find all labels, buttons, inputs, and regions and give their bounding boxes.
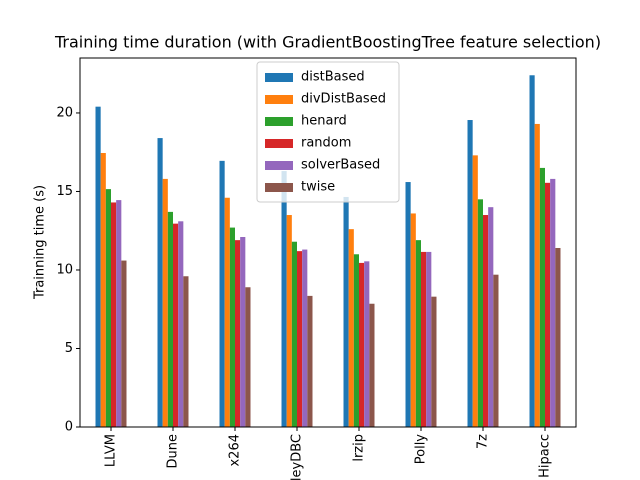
bar bbox=[162, 178, 168, 427]
bar bbox=[343, 196, 349, 427]
bars bbox=[95, 75, 561, 428]
x-tick-label: BerkeleyDBC bbox=[290, 434, 305, 480]
bar bbox=[369, 303, 375, 427]
bar bbox=[555, 247, 561, 427]
bar bbox=[493, 274, 499, 427]
bar bbox=[307, 295, 313, 427]
bar bbox=[245, 287, 251, 427]
bar bbox=[219, 160, 225, 427]
bar bbox=[421, 251, 427, 427]
bar bbox=[105, 189, 111, 427]
y-tick-label: 20 bbox=[56, 105, 73, 120]
x-tick-label: 7z bbox=[476, 434, 491, 449]
bar bbox=[229, 227, 235, 427]
bar bbox=[95, 106, 101, 427]
bar bbox=[415, 240, 421, 427]
bar bbox=[286, 215, 292, 427]
bar bbox=[121, 260, 127, 427]
bar bbox=[297, 251, 303, 427]
bar bbox=[353, 254, 359, 427]
bar bbox=[477, 199, 483, 427]
legend-swatch bbox=[265, 183, 293, 192]
bar bbox=[240, 237, 246, 427]
bar bbox=[550, 178, 556, 427]
bar bbox=[157, 138, 163, 427]
bar bbox=[281, 171, 287, 427]
x-tick-label: Dune bbox=[166, 434, 181, 469]
bar bbox=[534, 123, 540, 427]
bar bbox=[224, 197, 230, 427]
y-tick-label: 10 bbox=[56, 262, 73, 277]
y-tick-label: 15 bbox=[56, 184, 73, 199]
plot-frame bbox=[79, 57, 577, 428]
bar bbox=[359, 262, 365, 427]
x-tick-label: Hipacc bbox=[538, 434, 553, 478]
bar bbox=[178, 221, 184, 427]
legend-swatch bbox=[265, 95, 293, 104]
bar bbox=[111, 202, 117, 427]
legend-label: henard bbox=[301, 114, 347, 129]
bar bbox=[431, 296, 437, 427]
x-tick-label: Polly bbox=[414, 434, 429, 465]
bar bbox=[183, 276, 189, 427]
bar bbox=[405, 182, 411, 427]
bar bbox=[488, 207, 494, 427]
y-axis-label: Trainning time (s) bbox=[33, 185, 48, 300]
legend-label: twise bbox=[301, 180, 335, 195]
bar bbox=[100, 152, 106, 428]
bar bbox=[539, 167, 545, 427]
y-tick-label: 0 bbox=[65, 420, 73, 435]
bar bbox=[364, 261, 370, 427]
bar bbox=[467, 120, 473, 427]
x-tick-label: lrzip bbox=[352, 434, 367, 462]
x-tick-label: x264 bbox=[228, 434, 243, 467]
bar bbox=[116, 200, 122, 427]
bar bbox=[167, 211, 173, 427]
legend-label: random bbox=[301, 136, 351, 151]
bar bbox=[410, 213, 416, 427]
bar bbox=[235, 240, 241, 427]
bar bbox=[426, 251, 432, 427]
legend-swatch bbox=[265, 139, 293, 148]
legend-label: distBased bbox=[301, 70, 365, 85]
legend-swatch bbox=[265, 73, 293, 82]
bar bbox=[302, 249, 308, 427]
bar bbox=[483, 215, 489, 427]
bar bbox=[529, 75, 535, 427]
bar bbox=[291, 241, 297, 427]
legend-label: solverBased bbox=[301, 158, 380, 173]
bar bbox=[348, 229, 354, 427]
bar bbox=[472, 155, 478, 427]
bar bbox=[545, 182, 551, 427]
legend-swatch bbox=[265, 117, 293, 126]
legend-label: divDistBased bbox=[301, 92, 386, 107]
legend-swatch bbox=[265, 161, 293, 170]
bar bbox=[173, 223, 179, 427]
y-tick-label: 5 bbox=[65, 341, 73, 356]
x-tick-label: LLVM bbox=[104, 434, 119, 467]
chart-title: Training time duration (with GradientBoo… bbox=[54, 33, 601, 52]
